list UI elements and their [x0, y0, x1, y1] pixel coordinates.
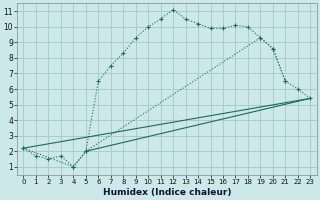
- X-axis label: Humidex (Indice chaleur): Humidex (Indice chaleur): [103, 188, 231, 197]
